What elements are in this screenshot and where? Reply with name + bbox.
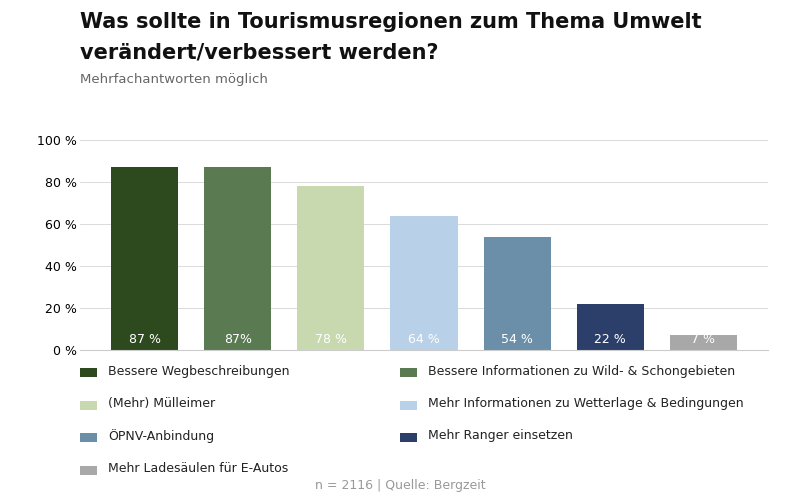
- Text: (Mehr) Mülleimer: (Mehr) Mülleimer: [108, 397, 215, 410]
- Text: 87 %: 87 %: [129, 333, 161, 346]
- Text: Mehr Ranger einsetzen: Mehr Ranger einsetzen: [428, 430, 573, 442]
- Text: 7 %: 7 %: [691, 333, 715, 346]
- Text: Was sollte in Tourismusregionen zum Thema Umwelt: Was sollte in Tourismusregionen zum Them…: [80, 12, 702, 32]
- Text: n = 2116 | Quelle: Bergzeit: n = 2116 | Quelle: Bergzeit: [314, 480, 486, 492]
- Bar: [670, 336, 737, 350]
- Text: verändert/verbessert werden?: verändert/verbessert werden?: [80, 42, 438, 62]
- Text: 54 %: 54 %: [501, 333, 533, 346]
- Text: Mehrfachantworten möglich: Mehrfachantworten möglich: [80, 72, 268, 86]
- Bar: [204, 168, 271, 350]
- Text: Bessere Wegbeschreibungen: Bessere Wegbeschreibungen: [108, 364, 290, 378]
- Text: 22 %: 22 %: [594, 333, 626, 346]
- Bar: [577, 304, 644, 350]
- Bar: [111, 168, 178, 350]
- Text: 78 %: 78 %: [315, 333, 347, 346]
- Text: 64 %: 64 %: [408, 333, 440, 346]
- Bar: [483, 236, 550, 350]
- Text: Bessere Informationen zu Wild- & Schongebieten: Bessere Informationen zu Wild- & Schonge…: [428, 364, 735, 378]
- Bar: [390, 216, 458, 350]
- Text: 87%: 87%: [224, 333, 252, 346]
- Text: ÖPNV-Anbindung: ÖPNV-Anbindung: [108, 429, 214, 443]
- Bar: [298, 186, 365, 350]
- Text: Mehr Ladesäulen für E-Autos: Mehr Ladesäulen für E-Autos: [108, 462, 288, 475]
- Text: Mehr Informationen zu Wetterlage & Bedingungen: Mehr Informationen zu Wetterlage & Bedin…: [428, 397, 744, 410]
